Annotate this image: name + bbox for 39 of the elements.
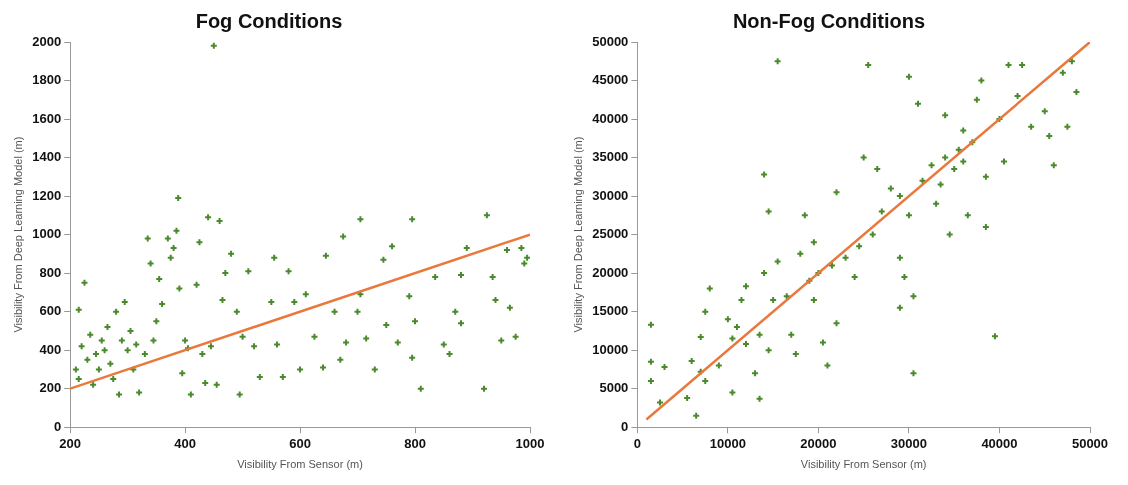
y-tick-label: 200 [39, 380, 62, 396]
x-tick-label: 200 [59, 435, 81, 451]
y-tick-label: 10000 [592, 341, 629, 357]
x-tick-label: 20000 [800, 435, 837, 451]
y-tick-label: 600 [39, 303, 62, 319]
chart-title: Fog Conditions [195, 9, 343, 32]
y-tick-label: 1800 [32, 72, 62, 88]
y-tick-label: 1600 [32, 110, 62, 126]
x-tick-label: 50000 [1071, 435, 1109, 451]
x-tick-label: 30000 [890, 435, 928, 451]
y-tick-label: 0 [53, 418, 62, 434]
y-tick-label: 30000 [592, 187, 629, 203]
x-tick-label: 10000 [709, 435, 746, 451]
x-axis-title: Visibility From Sensor (m) [237, 458, 363, 471]
y-tick-label: 15000 [592, 303, 629, 319]
y-axis-title: Visibility From Deep Learning Model (m) [571, 136, 584, 333]
y-tick-label: 1000 [32, 226, 62, 242]
y-tick-label: 0 [621, 418, 629, 434]
x-tick-label: 400 [174, 435, 196, 451]
y-tick-label: 45000 [592, 72, 629, 88]
y-tick-label: 20000 [592, 264, 629, 280]
x-tick-label: 1000 [515, 435, 545, 451]
y-tick-label: 35000 [592, 149, 629, 165]
x-tick-label: 800 [404, 435, 426, 451]
y-tick-label: 50000 [592, 33, 629, 49]
x-axis-title: Visibility From Sensor (m) [800, 458, 927, 471]
y-tick-label: 40000 [592, 110, 629, 126]
y-tick-label: 5000 [599, 380, 629, 396]
y-tick-label: 800 [39, 264, 62, 280]
y-axis-title: Visibility From Deep Learning Model (m) [11, 136, 24, 333]
y-tick-label: 400 [39, 341, 62, 357]
y-tick-label: 1200 [32, 187, 62, 203]
x-tick-label: 600 [289, 435, 311, 451]
chart-title: Non-Fog Conditions [732, 9, 926, 32]
y-tick-label: 1400 [32, 149, 62, 165]
x-tick-label: 40000 [981, 435, 1018, 451]
x-tick-label: 0 [633, 435, 641, 451]
y-tick-label: 2000 [32, 33, 62, 49]
y-tick-label: 25000 [592, 226, 629, 242]
